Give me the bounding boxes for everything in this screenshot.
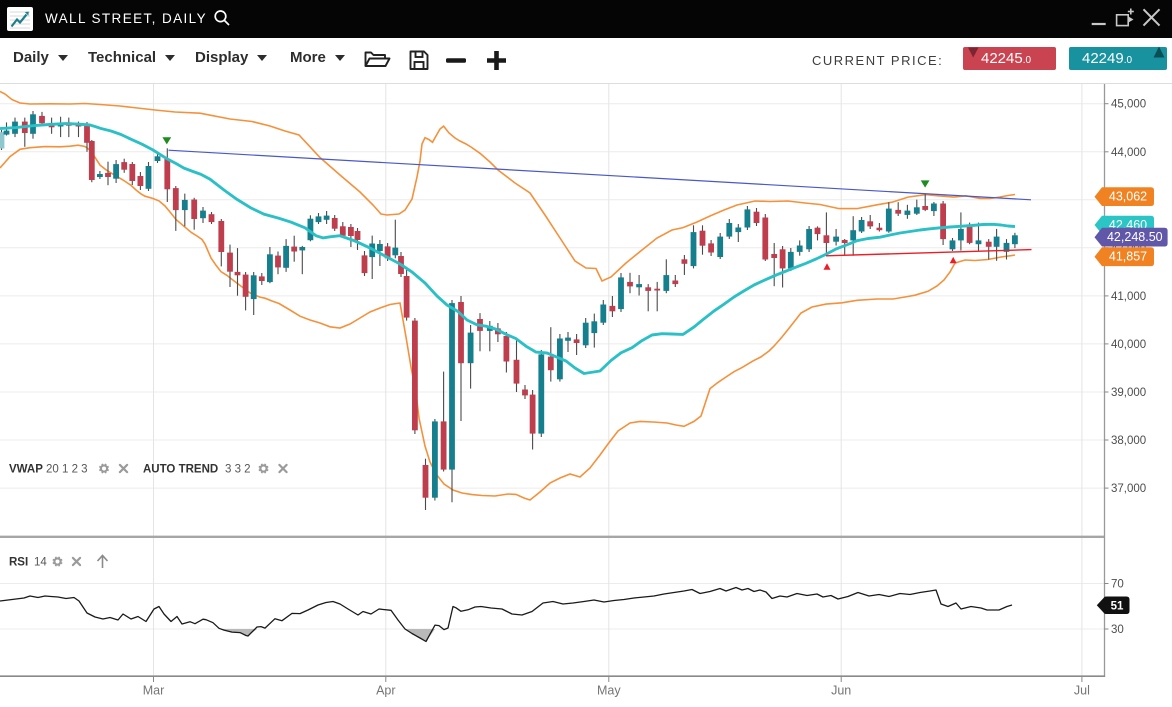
svg-text:30: 30 bbox=[1111, 624, 1124, 636]
svg-text:Apr: Apr bbox=[376, 684, 395, 698]
svg-text:39,000: 39,000 bbox=[1111, 387, 1146, 399]
svg-text:Jul: Jul bbox=[1074, 684, 1090, 698]
svg-text:VWAP: VWAP bbox=[9, 464, 43, 476]
svg-text:3 3 2: 3 3 2 bbox=[225, 464, 251, 476]
svg-text:38,000: 38,000 bbox=[1111, 435, 1146, 447]
svg-text:Jun: Jun bbox=[831, 684, 851, 698]
svg-text:42,248.50: 42,248.50 bbox=[1107, 230, 1163, 244]
svg-text:44,000: 44,000 bbox=[1111, 147, 1146, 159]
svg-text:37,000: 37,000 bbox=[1111, 483, 1146, 495]
svg-text:14: 14 bbox=[34, 557, 47, 569]
svg-text:40,000: 40,000 bbox=[1111, 339, 1146, 351]
svg-text:41,000: 41,000 bbox=[1111, 291, 1146, 303]
svg-text:70: 70 bbox=[1111, 579, 1124, 591]
svg-text:RSI: RSI bbox=[9, 557, 28, 569]
svg-text:Mar: Mar bbox=[143, 684, 165, 698]
svg-text:45,000: 45,000 bbox=[1111, 99, 1146, 111]
svg-text:May: May bbox=[597, 684, 621, 698]
svg-text:20 1 2 3: 20 1 2 3 bbox=[46, 464, 88, 476]
svg-text:43,062: 43,062 bbox=[1109, 190, 1147, 204]
svg-text:51: 51 bbox=[1111, 601, 1124, 613]
svg-text:41,857: 41,857 bbox=[1109, 250, 1147, 264]
svg-text:AUTO TREND: AUTO TREND bbox=[143, 464, 218, 476]
